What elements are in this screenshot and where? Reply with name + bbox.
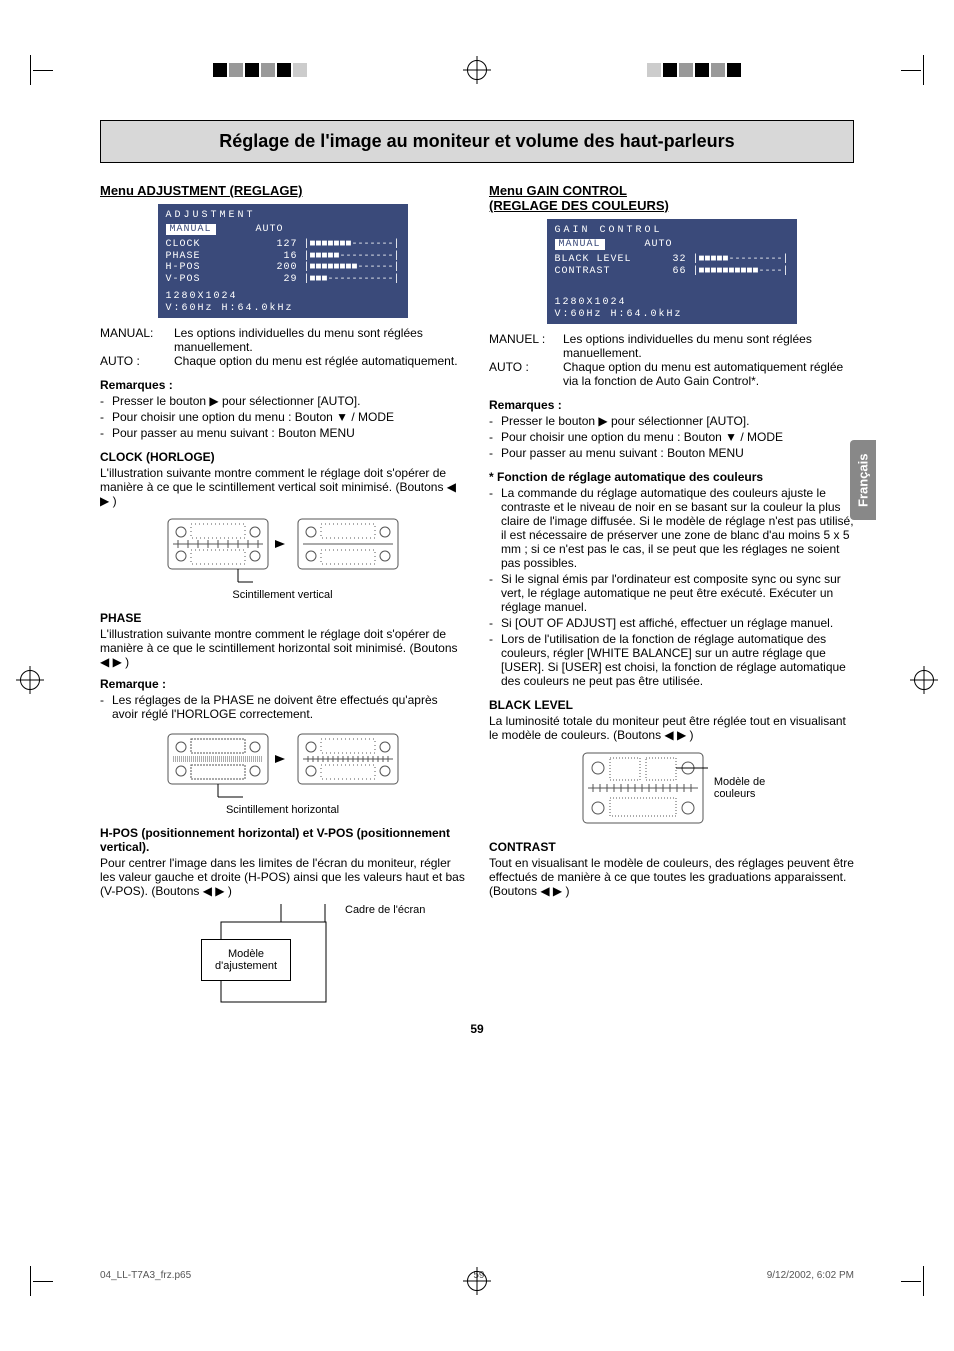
black-level-side-label: Modèle de couleurs	[714, 776, 765, 800]
clock-illustration: Scintillement vertical	[100, 514, 465, 601]
black-level-text: La luminosité totale du moniteur peut êt…	[489, 714, 854, 742]
osd-row-value: 66	[656, 266, 686, 278]
page-title-band: Réglage de l'image au moniteur et volume…	[100, 120, 854, 163]
right-column: Menu GAIN CONTROL (REGLAGE DES COULEURS)…	[489, 183, 854, 1014]
adjustment-heading: Menu ADJUSTMENT (REGLAGE)	[100, 183, 465, 198]
remark-item: Presser le bouton ▶ pour sélectionner [A…	[489, 414, 854, 428]
page-title: Réglage de l'image au moniteur et volume…	[109, 131, 845, 152]
hpos-illustration: Modèle d'ajustement Cadre de l'écran	[100, 904, 465, 1014]
remarks-heading: Remarques :	[100, 378, 465, 392]
contrast-text: Tout en visualisant le modèle de couleur…	[489, 856, 854, 898]
phase-illustration: Scintillement horizontal	[100, 729, 465, 816]
osd-info: 1280X1024	[166, 291, 238, 302]
osd-bar: |■■■■■■■■------|	[303, 262, 399, 273]
osd-adjustment: ADJUSTMENT MANUAL AUTO CLOCK 127 |■■■■■■■-…	[158, 204, 408, 318]
osd-bar: |■■■■■■■-------|	[303, 239, 399, 250]
crop-marks-top	[0, 50, 954, 90]
def-term: MANUEL :	[489, 332, 563, 360]
osd-bar: |■■■■■---------|	[303, 251, 399, 262]
osd-title: GAIN CONTROL	[555, 225, 789, 237]
remark-item: Pour choisir une option du menu : Bouton…	[100, 410, 465, 424]
adjustment-definitions: MANUAL:Les options individuelles du menu…	[100, 326, 465, 368]
crop-marks-bottom	[0, 1261, 954, 1301]
osd-row-value: 16	[267, 251, 297, 263]
gain-heading-1: Menu GAIN CONTROL	[489, 183, 854, 198]
def-text: Chaque option du menu est automatiquemen…	[563, 360, 854, 388]
registration-mark-left	[20, 670, 40, 690]
osd-info: 1280X1024	[555, 297, 627, 308]
hpos-frame-label: Cadre de l'écran	[345, 904, 465, 916]
remarks-heading: Remarques :	[489, 398, 854, 412]
gain-heading-2: (REGLAGE DES COULEURS)	[489, 198, 854, 213]
osd-info: V:60Hz H:64.0kHz	[166, 303, 294, 314]
phase-text: L'illustration suivante montre comment l…	[100, 627, 465, 669]
osd-bar: |■■■■■■■■■■----|	[692, 266, 788, 277]
osd-row-label: V-POS	[166, 274, 201, 286]
clock-illus-label: Scintillement vertical	[100, 589, 465, 601]
black-level-heading: BLACK LEVEL	[489, 698, 854, 712]
osd-gain: GAIN CONTROL MANUAL AUTO BLACK LEVEL 32 |■…	[547, 219, 797, 324]
osd-row-label: PHASE	[166, 251, 201, 263]
def-term: AUTO :	[100, 354, 174, 368]
osd-tab-auto: AUTO	[645, 239, 673, 251]
osd-row-label: CONTRAST	[555, 266, 611, 278]
osd-row-value: 200	[267, 262, 297, 274]
side-label-line: couleurs	[714, 788, 765, 800]
osd-tab-auto: AUTO	[256, 224, 284, 236]
osd-row-label: BLACK LEVEL	[555, 254, 632, 266]
phase-note-heading: Remarque :	[100, 677, 465, 691]
phase-illus-label: Scintillement horizontal	[100, 804, 465, 816]
def-text: Les options individuelles du menu sont r…	[563, 332, 854, 360]
contrast-heading: CONTRAST	[489, 840, 854, 854]
osd-row-value: 127	[267, 239, 297, 251]
phase-note-list: Les réglages de la PHASE ne doivent être…	[100, 693, 465, 721]
hpos-box-line: d'ajustement	[206, 960, 286, 972]
remarks-list: Presser le bouton ▶ pour sélectionner [A…	[489, 414, 854, 460]
def-text: Chaque option du menu est réglée automat…	[174, 354, 465, 368]
osd-bar: |■■■-----------|	[303, 274, 399, 285]
osd-row-label: H-POS	[166, 262, 201, 274]
osd-info: V:60Hz H:64.0kHz	[555, 309, 683, 320]
remark-item: Presser le bouton ▶ pour sélectionner [A…	[100, 394, 465, 408]
phase-note-item: Les réglages de la PHASE ne doivent être…	[100, 693, 465, 721]
left-column: Menu ADJUSTMENT (REGLAGE) ADJUSTMENT MAN…	[100, 183, 465, 1014]
def-term: AUTO :	[489, 360, 563, 388]
clock-text: L'illustration suivante montre comment l…	[100, 466, 465, 508]
gain-definitions: MANUEL :Les options individuelles du men…	[489, 332, 854, 388]
auto-item: La commande du réglage automatique des c…	[489, 486, 854, 570]
remark-item: Pour passer au menu suivant : Bouton MEN…	[100, 426, 465, 440]
clock-heading: CLOCK (HORLOGE)	[100, 450, 465, 464]
phase-heading: PHASE	[100, 611, 465, 625]
remark-item: Pour passer au menu suivant : Bouton MEN…	[489, 446, 854, 460]
osd-title: ADJUSTMENT	[166, 210, 400, 222]
registration-mark-right	[914, 670, 934, 690]
auto-gain-list: La commande du réglage automatique des c…	[489, 486, 854, 688]
hpos-heading: H-POS (positionnement horizontal) et V-P…	[100, 826, 465, 854]
page-number: 59	[100, 1022, 854, 1036]
osd-row-label: CLOCK	[166, 239, 201, 251]
auto-item: Si le signal émis par l'ordinateur est c…	[489, 572, 854, 614]
auto-gain-heading: * Fonction de réglage automatique des co…	[489, 470, 854, 484]
hpos-text: Pour centrer l'image dans les limites de…	[100, 856, 465, 898]
osd-row-value: 29	[267, 274, 297, 286]
osd-tab-manual: MANUAL	[166, 224, 216, 236]
black-level-illustration: Modèle de couleurs	[489, 748, 854, 828]
def-text: Les options individuelles du menu sont r…	[174, 326, 465, 354]
side-label-line: Modèle de	[714, 776, 765, 788]
osd-row-value: 32	[656, 254, 686, 266]
osd-bar: |■■■■■---------|	[692, 254, 788, 265]
osd-tab-manual: MANUAL	[555, 239, 605, 251]
def-term: MANUAL:	[100, 326, 174, 354]
auto-item: Lors de l'utilisation de la fonction de …	[489, 632, 854, 688]
remark-item: Pour choisir une option du menu : Bouton…	[489, 430, 854, 444]
auto-item: Si [OUT OF ADJUST] est affiché, effectue…	[489, 616, 854, 630]
remarks-list: Presser le bouton ▶ pour sélectionner [A…	[100, 394, 465, 440]
hpos-box-line: Modèle	[206, 948, 286, 960]
